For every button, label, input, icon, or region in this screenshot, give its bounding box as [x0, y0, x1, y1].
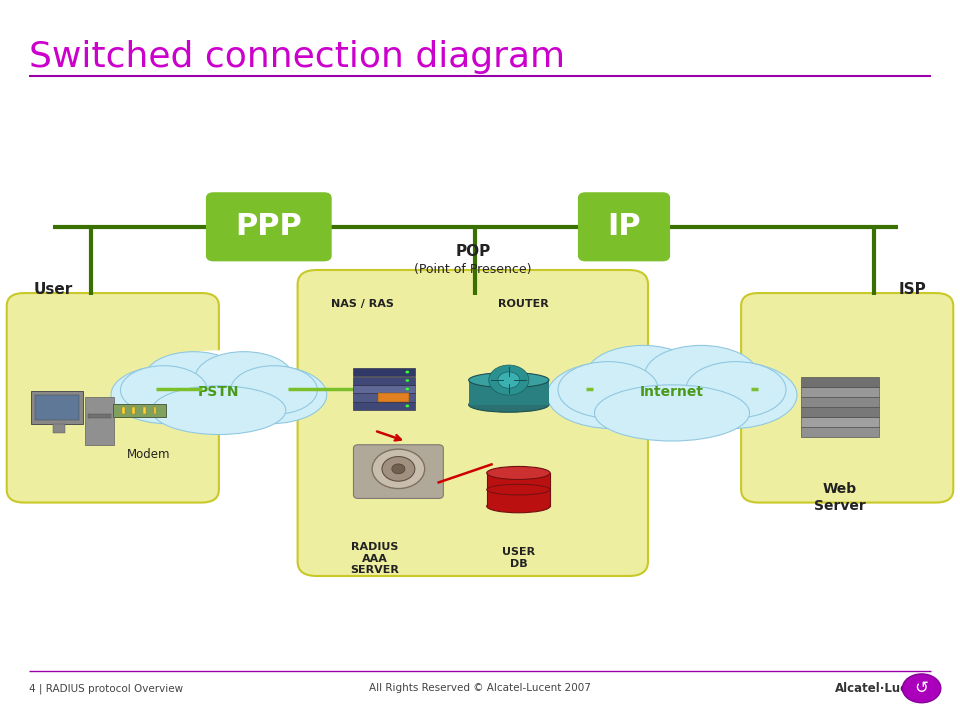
- Text: PSTN: PSTN: [198, 385, 240, 400]
- Ellipse shape: [468, 372, 549, 387]
- FancyBboxPatch shape: [298, 270, 648, 576]
- Text: All Rights Reserved © Alcatel-Lucent 2007: All Rights Reserved © Alcatel-Lucent 200…: [369, 683, 591, 693]
- Ellipse shape: [195, 351, 293, 403]
- Text: Web
Server: Web Server: [814, 482, 866, 513]
- Circle shape: [392, 464, 405, 474]
- Circle shape: [405, 387, 409, 390]
- Ellipse shape: [487, 485, 550, 495]
- Ellipse shape: [685, 361, 786, 418]
- Text: IP: IP: [607, 212, 641, 241]
- Bar: [353, 402, 415, 410]
- Bar: [353, 368, 415, 376]
- Ellipse shape: [230, 366, 317, 415]
- Ellipse shape: [121, 366, 207, 415]
- Bar: [801, 377, 879, 387]
- Text: 4 | RADIUS protocol Overview: 4 | RADIUS protocol Overview: [29, 683, 183, 693]
- Text: PPP: PPP: [235, 212, 302, 241]
- Text: (Point of Presence): (Point of Presence): [414, 263, 532, 276]
- Ellipse shape: [136, 359, 301, 426]
- Circle shape: [372, 449, 424, 489]
- FancyBboxPatch shape: [578, 192, 670, 261]
- Text: USER
DB: USER DB: [502, 547, 535, 569]
- Bar: [353, 385, 415, 393]
- Bar: [113, 404, 165, 417]
- Circle shape: [405, 405, 409, 408]
- Bar: [353, 377, 415, 384]
- Text: POP: POP: [455, 244, 491, 259]
- Ellipse shape: [571, 344, 773, 441]
- Ellipse shape: [587, 346, 699, 405]
- Text: ↺: ↺: [915, 680, 928, 697]
- Circle shape: [382, 456, 415, 481]
- Bar: [132, 408, 135, 413]
- Ellipse shape: [547, 361, 679, 428]
- Text: RADIUS
AAA
SERVER: RADIUS AAA SERVER: [350, 542, 398, 575]
- Text: ROUTER: ROUTER: [497, 299, 548, 309]
- Bar: [378, 393, 409, 402]
- Bar: [88, 414, 110, 418]
- Ellipse shape: [111, 366, 225, 424]
- Ellipse shape: [594, 385, 750, 441]
- Bar: [353, 393, 415, 402]
- Ellipse shape: [665, 361, 797, 428]
- Ellipse shape: [468, 397, 549, 413]
- FancyBboxPatch shape: [353, 445, 444, 498]
- Bar: [154, 408, 156, 413]
- Circle shape: [498, 372, 519, 388]
- Ellipse shape: [145, 351, 243, 403]
- Ellipse shape: [576, 354, 768, 431]
- Bar: [85, 397, 113, 446]
- Bar: [36, 395, 80, 420]
- Ellipse shape: [132, 350, 305, 435]
- FancyBboxPatch shape: [7, 293, 219, 503]
- Text: User: User: [34, 282, 73, 297]
- Bar: [801, 418, 879, 427]
- Ellipse shape: [487, 467, 550, 480]
- Text: Switched connection diagram: Switched connection diagram: [29, 40, 564, 73]
- Circle shape: [405, 396, 409, 399]
- Bar: [801, 387, 879, 397]
- Bar: [801, 408, 879, 417]
- Ellipse shape: [213, 366, 326, 424]
- Circle shape: [405, 379, 409, 382]
- FancyBboxPatch shape: [741, 293, 953, 503]
- Circle shape: [405, 371, 409, 374]
- Bar: [487, 473, 550, 506]
- Text: Alcatel·Lucent: Alcatel·Lucent: [835, 682, 930, 695]
- Ellipse shape: [644, 346, 757, 405]
- Ellipse shape: [487, 500, 550, 513]
- Circle shape: [489, 365, 529, 395]
- Bar: [122, 408, 125, 413]
- Bar: [468, 380, 549, 405]
- Text: Modem: Modem: [127, 448, 171, 461]
- Bar: [53, 424, 65, 433]
- Ellipse shape: [558, 361, 659, 418]
- Circle shape: [902, 674, 941, 703]
- Text: ISP: ISP: [899, 282, 926, 297]
- Bar: [143, 408, 146, 413]
- Ellipse shape: [152, 386, 286, 435]
- Text: NAS / RAS: NAS / RAS: [331, 299, 394, 309]
- Bar: [31, 391, 84, 424]
- FancyBboxPatch shape: [206, 192, 332, 261]
- Bar: [801, 428, 879, 437]
- Bar: [801, 397, 879, 407]
- Text: Internet: Internet: [640, 385, 704, 400]
